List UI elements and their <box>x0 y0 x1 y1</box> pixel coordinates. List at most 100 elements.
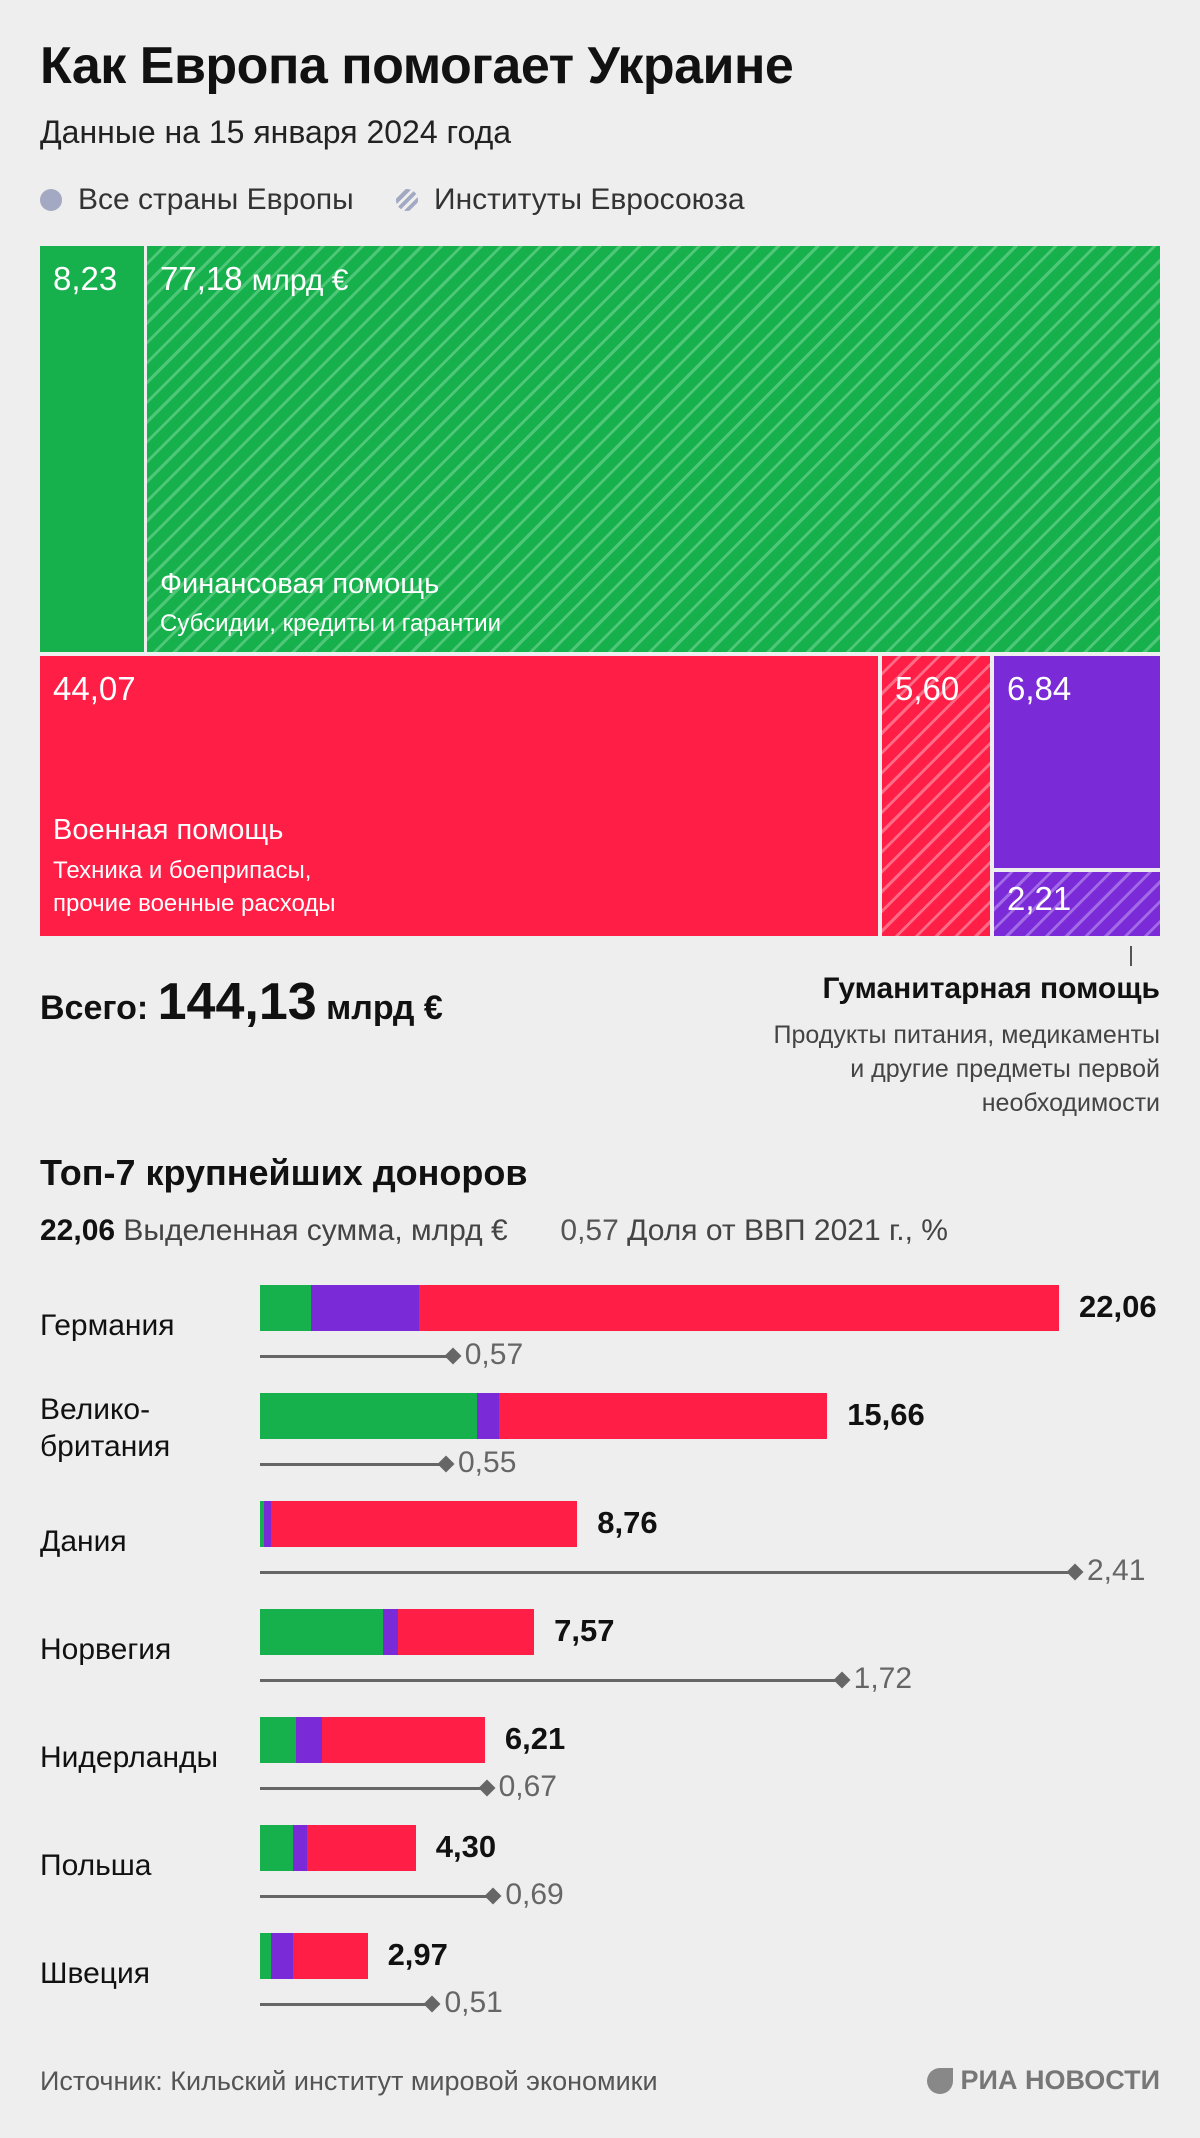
military-category-sublabel-1: Техника и боеприпасы, <box>53 857 312 884</box>
gdp-share-label: 2,41 <box>1087 1554 1146 1587</box>
donor-bar-segment <box>270 1501 578 1547</box>
legend-eu: Институты Евросоюза <box>396 183 745 217</box>
page-title: Как Европа помогает Украине <box>40 37 794 95</box>
tile-humanitarian-countries: 6,84 <box>994 656 1160 868</box>
ria-logo: РИА НОВОСТИ <box>926 2065 1160 2096</box>
donor-total-label: 6,21 <box>504 1721 566 1756</box>
gdp-share-label: 0,55 <box>457 1446 517 1479</box>
donor-total-label: 22,06 <box>1079 1289 1157 1324</box>
donor-bar-segment <box>292 1933 368 1979</box>
financial-category-label: Финансовая помощь <box>160 568 440 600</box>
tile-humanitarian-countries-value: 6,84 <box>1007 670 1072 707</box>
donor-bar-segment <box>260 1501 264 1547</box>
legend-gdp-label: Доля от ВВП 2021 г., % <box>627 1214 948 1247</box>
tile-financial-countries: 8,23 <box>40 246 144 652</box>
gdp-share-line <box>260 2003 433 2006</box>
donor-total-label: 8,76 <box>597 1505 658 1540</box>
donor-bar <box>260 1609 535 1655</box>
gdp-share-line <box>260 1679 842 1682</box>
tile-military-eu-value: 5,60 <box>895 670 960 707</box>
donor-bar <box>260 1285 1059 1331</box>
donor-bar <box>260 1933 368 1979</box>
legend-amount-label: Выделенная сумма, млрд € <box>123 1214 508 1247</box>
donor-bar-segment <box>307 1825 416 1871</box>
donor-bar-segment <box>383 1609 398 1655</box>
gdp-share-label: 1,72 <box>853 1662 913 1695</box>
gdp-share-label: 0,57 <box>464 1338 524 1371</box>
legend-gdp-example: 0,57 <box>560 1214 619 1247</box>
country-label: Швеция <box>40 1957 150 1990</box>
donor-bar <box>260 1825 416 1871</box>
gdp-share-marker <box>437 1455 455 1473</box>
gdp-share-line <box>260 1571 1075 1574</box>
tile-financial-countries-value: 8,23 <box>53 260 118 297</box>
donor-bar-segment <box>260 1825 293 1871</box>
tile-humanitarian-eu: 2,21 <box>994 872 1160 936</box>
tile-financial-eu-number: 77,18 <box>160 260 243 297</box>
donor-bar-segment <box>260 1285 311 1331</box>
hatched-marker-icon <box>396 189 418 211</box>
total: Всего: 144,13 млрд € <box>40 972 443 1032</box>
gdp-share-line <box>260 1463 446 1466</box>
tile-humanitarian-eu-value: 2,21 <box>1007 880 1072 917</box>
gdp-share-marker <box>423 1995 441 2013</box>
donor-total-label: 7,57 <box>554 1613 615 1648</box>
legend-countries: Все страны Европы <box>40 183 354 217</box>
total-unit: млрд € <box>326 989 443 1027</box>
humanitarian-sublabel-3: необходимости <box>981 1089 1160 1117</box>
humanitarian-category-sublabel: Продукты питания, медикаменты и другие п… <box>640 1018 1160 1120</box>
country-label: Нидерланды <box>40 1741 219 1774</box>
total-value: 144,13 <box>157 973 317 1031</box>
country-label: Велико- британия <box>40 1393 171 1463</box>
country-label: Германия <box>40 1309 175 1342</box>
donor-bar <box>260 1393 828 1439</box>
source-note: Источник: Кильский институт мировой экон… <box>40 2066 658 2096</box>
gdp-share-marker <box>1066 1563 1084 1581</box>
solid-marker-icon <box>40 189 62 211</box>
tile-military-countries-value: 44,07 <box>53 670 136 707</box>
donor-bar-segment <box>260 1717 297 1763</box>
humanitarian-category-label: Гуманитарная помощь <box>822 972 1160 1005</box>
financial-category-sublabel: Субсидии, кредиты и гарантии <box>160 610 502 637</box>
legend-amount-example: 22,06 <box>40 1214 116 1247</box>
gdp-share-line <box>260 1355 453 1358</box>
tile-financial-eu: 77,18 млрд € Финансовая помощь Субсидии,… <box>147 246 1160 652</box>
humanitarian-sublabel-2: и другие предметы первой <box>850 1055 1160 1083</box>
donor-bar-segment <box>296 1717 322 1763</box>
gdp-share-label: 0,51 <box>444 1986 503 2019</box>
top-donors-title: Топ-7 крупнейших доноров <box>40 1152 528 1193</box>
country-label: Норвегия <box>40 1633 172 1666</box>
donor-total-label: 15,66 <box>847 1397 925 1432</box>
tile-financial-eu-unit: млрд € <box>251 264 349 297</box>
legend-countries-label: Все страны Европы <box>78 183 354 216</box>
country-label: Дания <box>40 1525 127 1558</box>
donor-bar-segment <box>321 1717 485 1763</box>
donor-bar-segment <box>270 1933 293 1979</box>
donor-bar-segment <box>260 1609 384 1655</box>
gdp-share-line <box>260 1895 494 1898</box>
humanitarian-sublabel-1: Продукты питания, медикаменты <box>773 1021 1160 1049</box>
military-category-label: Военная помощь <box>53 814 284 846</box>
ria-logo-text: РИА НОВОСТИ <box>960 2065 1160 2095</box>
military-category-sublabel-2: прочие военные расходы <box>53 890 336 917</box>
donor-bar-segment <box>292 1825 308 1871</box>
gdp-share-marker <box>478 1779 496 1797</box>
gdp-share-label: 0,69 <box>505 1878 564 1911</box>
donor-bar-segment <box>477 1393 500 1439</box>
donor-bar-segment <box>499 1393 828 1439</box>
donor-bar-segment <box>263 1501 271 1547</box>
humanitarian-pointer <box>1130 946 1132 966</box>
donor-bar <box>260 1501 578 1547</box>
donor-total-label: 2,97 <box>387 1937 448 1972</box>
gdp-share-marker <box>484 1887 502 1905</box>
gdp-share-label: 0,67 <box>498 1770 557 1803</box>
donor-bar <box>260 1717 485 1763</box>
top-donors-legend: 22,06 Выделенная сумма, млрд € 0,57 Доля… <box>40 1214 948 1248</box>
gdp-share-marker <box>833 1671 851 1689</box>
donor-bar-segment <box>260 1393 478 1439</box>
tile-military-eu: 5,60 <box>882 656 990 936</box>
legend-eu-label: Институты Евросоюза <box>434 183 745 216</box>
tile-financial-eu-value: 77,18 млрд € <box>160 260 348 298</box>
gdp-share-marker <box>444 1347 462 1365</box>
total-label: Всего: <box>40 989 149 1027</box>
